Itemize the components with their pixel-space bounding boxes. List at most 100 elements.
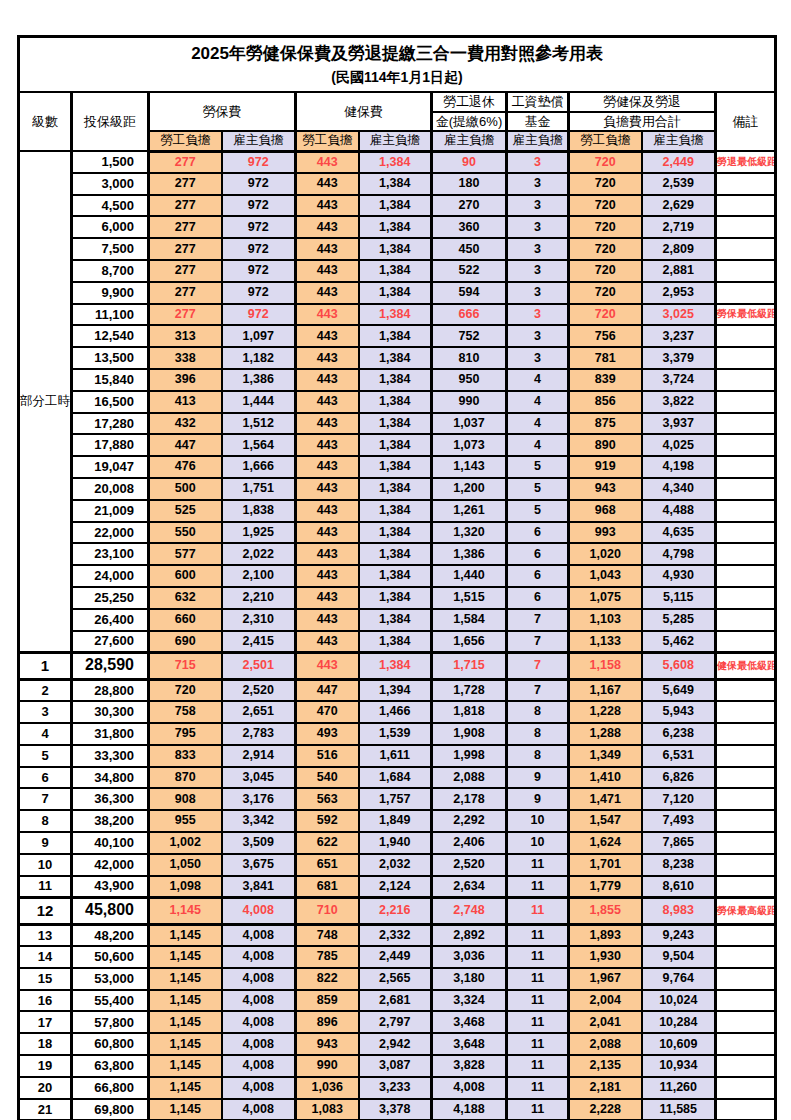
value-cell: 432: [149, 413, 222, 435]
remark-cell: [716, 1077, 776, 1099]
remark-cell: [716, 565, 776, 587]
value-cell: 8,983: [642, 897, 716, 924]
value-cell: 2,332: [359, 924, 432, 946]
value-cell: 4,008: [222, 924, 296, 946]
value-cell: 443: [296, 260, 359, 282]
table-row: 24,0006002,1004431,3841,44061,0434,930: [19, 565, 776, 587]
table-row: 1143,9001,0983,8416812,1242,634111,7798,…: [19, 876, 776, 898]
value-cell: 6: [507, 565, 569, 587]
value-cell: 2,651: [222, 701, 296, 723]
value-cell: 5: [507, 500, 569, 522]
value-cell: 11: [507, 990, 569, 1012]
level-cell: 9: [19, 832, 72, 854]
bracket-cell: 26,400: [72, 609, 149, 631]
value-cell: 8: [507, 701, 569, 723]
bracket-cell: 22,000: [72, 522, 149, 544]
value-cell: 7,865: [642, 832, 716, 854]
value-cell: 3: [507, 173, 569, 195]
col-header-employer-burden: 雇主負擔: [359, 131, 432, 151]
value-cell: 6,238: [642, 723, 716, 745]
value-cell: 1,849: [359, 810, 432, 832]
table-row: 17,8804471,5644431,3841,07348904,025: [19, 434, 776, 456]
value-cell: 1,228: [569, 701, 642, 723]
value-cell: 443: [296, 652, 359, 679]
col-header-employer-burden: 雇主負擔: [432, 131, 507, 151]
level-cell: 10: [19, 854, 72, 876]
value-cell: 313: [149, 325, 222, 347]
table-row: 838,2009553,3425921,8492,292101,5477,493: [19, 810, 776, 832]
remark-cell: [716, 1055, 776, 1077]
value-cell: 11: [507, 946, 569, 968]
value-cell: 1,145: [149, 1055, 222, 1077]
value-cell: 1,143: [432, 456, 507, 478]
value-cell: 443: [296, 347, 359, 369]
value-cell: 1,145: [149, 1077, 222, 1099]
value-cell: 795: [149, 723, 222, 745]
value-cell: 550: [149, 522, 222, 544]
value-cell: 3: [507, 216, 569, 238]
table-body: 部分工時1,5002779724431,3849037202,449勞退最低級距…: [19, 151, 776, 1120]
header-row-1: 級數 投保級距 勞保費 健保費 勞工退休 工資墊償 勞健保及勞退 備註: [19, 92, 776, 112]
value-cell: 972: [222, 195, 296, 217]
remark-cell: [716, 1011, 776, 1033]
table-row: 21,0095251,8384431,3841,26159684,488: [19, 500, 776, 522]
value-cell: 1,684: [359, 767, 432, 789]
value-cell: 11: [507, 876, 569, 898]
value-cell: 875: [569, 413, 642, 435]
value-cell: 1,386: [432, 543, 507, 565]
value-cell: 11,260: [642, 1077, 716, 1099]
table-row: 736,3009083,1765631,7572,17891,4717,120: [19, 788, 776, 810]
remark-cell: [716, 679, 776, 701]
value-cell: 972: [222, 173, 296, 195]
value-cell: 5,943: [642, 701, 716, 723]
table-row: 8,7002779724431,38452237202,881: [19, 260, 776, 282]
table-row: 11,1002779724431,38466637203,025勞保最低級距: [19, 304, 776, 326]
value-cell: 1,728: [432, 679, 507, 701]
value-cell: 270: [432, 195, 507, 217]
value-cell: 7,493: [642, 810, 716, 832]
value-cell: 360: [432, 216, 507, 238]
value-cell: 720: [569, 216, 642, 238]
col-header-employer-burden: 雇主負擔: [642, 131, 716, 151]
value-cell: 4,488: [642, 500, 716, 522]
value-cell: 1,036: [296, 1077, 359, 1099]
level-cell: 14: [19, 946, 72, 968]
value-cell: 1,384: [359, 173, 432, 195]
value-cell: 9,243: [642, 924, 716, 946]
value-cell: 1,043: [569, 565, 642, 587]
value-cell: 1,666: [222, 456, 296, 478]
value-cell: 3,379: [642, 347, 716, 369]
value-cell: 2,004: [569, 990, 642, 1012]
value-cell: 720: [569, 195, 642, 217]
bracket-cell: 34,800: [72, 767, 149, 789]
value-cell: 1,384: [359, 565, 432, 587]
value-cell: 833: [149, 745, 222, 767]
bracket-cell: 3,000: [72, 173, 149, 195]
title-cell: 2025年勞健保保費及勞退提繳三合一費用對照參考用表 (民國114年1月1日起): [19, 37, 776, 93]
value-cell: 839: [569, 369, 642, 391]
value-cell: 3,045: [222, 767, 296, 789]
value-cell: 1,384: [359, 325, 432, 347]
value-cell: 1,098: [149, 876, 222, 898]
table-row: 431,8007952,7834931,5391,90881,2886,238: [19, 723, 776, 745]
bracket-cell: 23,100: [72, 543, 149, 565]
bracket-cell: 63,800: [72, 1055, 149, 1077]
remark-cell: [716, 924, 776, 946]
value-cell: 3,087: [359, 1055, 432, 1077]
value-cell: 5,608: [642, 652, 716, 679]
table-row: 15,8403961,3864431,38495048393,724: [19, 369, 776, 391]
value-cell: 277: [149, 238, 222, 260]
value-cell: 1,103: [569, 609, 642, 631]
table-row: 1245,8001,1454,0087102,2162,748111,8558,…: [19, 897, 776, 924]
value-cell: 1,288: [569, 723, 642, 745]
value-cell: 1,384: [359, 478, 432, 500]
level-cell: 5: [19, 745, 72, 767]
title-row: 2025年勞健保保費及勞退提繳三合一費用對照參考用表 (民國114年1月1日起): [19, 37, 776, 93]
value-cell: 1,818: [432, 701, 507, 723]
level-group-part-time: 部分工時: [19, 151, 72, 652]
col-header-employer-burden: 雇主負擔: [507, 131, 569, 151]
value-cell: 443: [296, 413, 359, 435]
value-cell: 5,285: [642, 609, 716, 631]
value-cell: 2,629: [642, 195, 716, 217]
value-cell: 1,384: [359, 500, 432, 522]
